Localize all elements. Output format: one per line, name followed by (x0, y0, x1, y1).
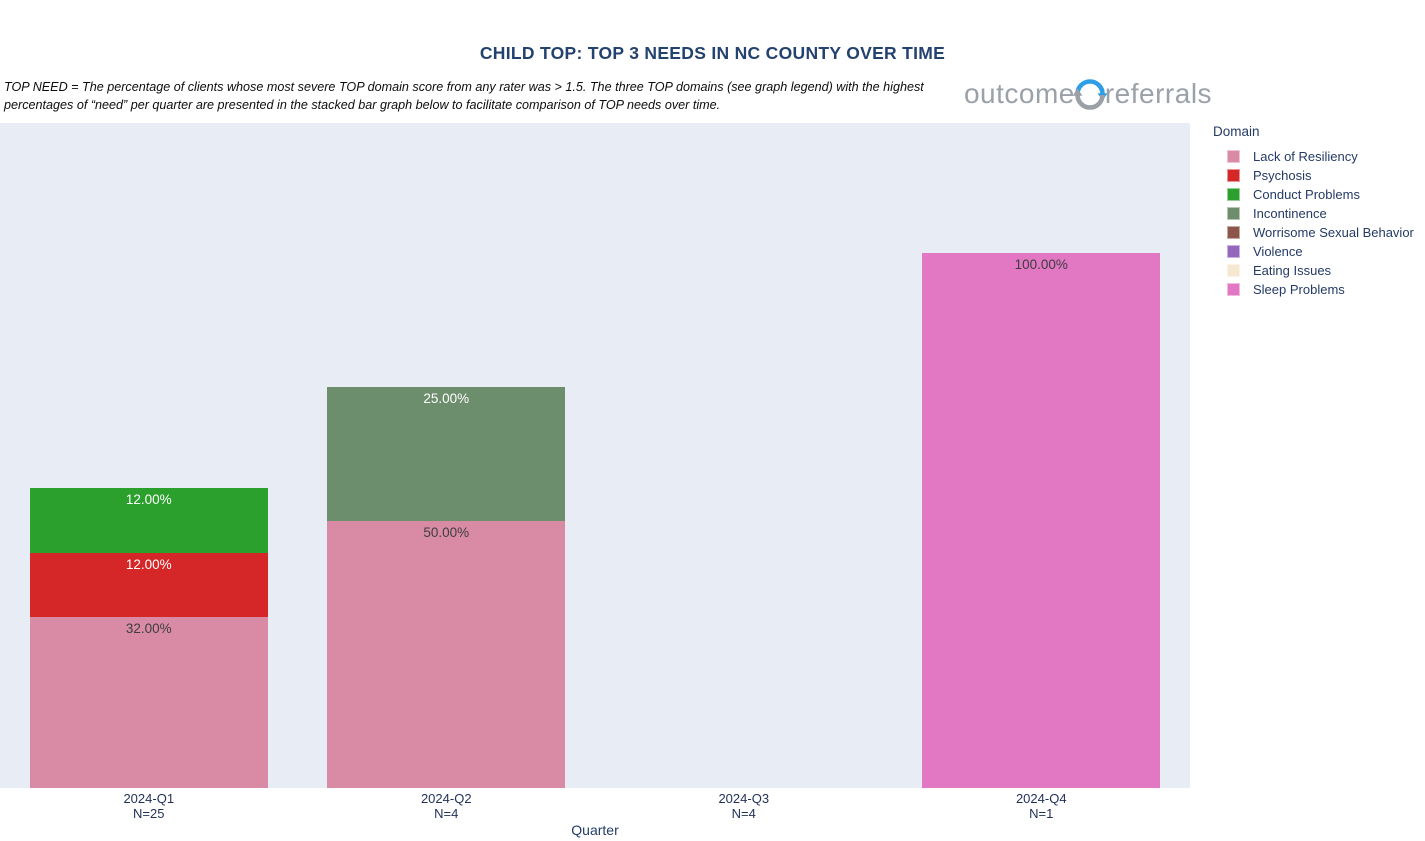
legend-item-label: Lack of Resiliency (1253, 149, 1358, 164)
x-tick-n-label: N=4 (434, 806, 459, 821)
legend-title: Domain (1213, 124, 1260, 139)
segment-2024-q1-lack-of-resiliency: 32.00% (29, 616, 268, 788)
stacked-bar-2024-q4: 100.00% (922, 253, 1161, 788)
x-tick-2024-q1: 2024-Q1 N=25 (0, 791, 298, 821)
legend-item-lack-of-resiliency: Lack of Resiliency (1213, 147, 1425, 166)
legend-item-label: Psychosis (1253, 168, 1312, 183)
legend-item-conduct-problems: Conduct Problems (1213, 185, 1425, 204)
segment-value-label: 32.00% (125, 620, 172, 636)
segment-value-label: 12.00% (125, 492, 172, 508)
segment-value-label: 12.00% (125, 556, 172, 572)
stacked-bar-2024-q1: 32.00% 12.00% 12.00% (29, 488, 268, 788)
legend: Domain Lack of Resiliency Psychosis Conduc… (1213, 124, 1425, 299)
segment-2024-q2-lack-of-resiliency: 50.00% (327, 520, 566, 788)
logo-word-referrals: referrals (1104, 78, 1213, 109)
lack-of-resiliency-swatch (1227, 150, 1240, 163)
segment-2024-q1-psychosis: 12.00% (29, 552, 268, 617)
x-tick-n-label: N=1 (1029, 806, 1054, 821)
outcome-referrals-logo: outcome referrals (964, 74, 1212, 114)
worrisome-sexual-behavior-swatch (1227, 226, 1240, 239)
legend-item-label: Incontinence (1253, 206, 1327, 221)
legend-item-label: Violence (1253, 244, 1303, 259)
legend-item-label: Conduct Problems (1253, 187, 1360, 202)
x-tick-n-label: N=4 (731, 806, 756, 821)
segment-2024-q1-conduct-problems: 12.00% (29, 488, 268, 553)
incontinence-swatch (1227, 207, 1240, 220)
x-tick-quarter-label: 2024-Q3 (718, 791, 770, 806)
legend-item-eating-issues: Eating Issues (1213, 261, 1425, 280)
segment-2024-q2-incontinence: 25.00% (327, 386, 566, 521)
segment-value-label: 25.00% (423, 390, 470, 406)
legend-item-label: Sleep Problems (1253, 282, 1345, 297)
x-tick-2024-q3: 2024-Q3 N=4 (595, 791, 893, 821)
segment-value-label: 50.00% (423, 524, 470, 540)
x-tick-quarter-label: 2024-Q2 (420, 791, 472, 806)
x-tick-2024-q4: 2024-Q4 N=1 (893, 791, 1191, 821)
x-tick-quarter-label: 2024-Q1 (123, 791, 175, 806)
legend-item-incontinence: Incontinence (1213, 204, 1425, 223)
legend-item-sleep-problems: Sleep Problems (1213, 280, 1425, 299)
x-axis-title: Quarter (571, 822, 619, 838)
chart-title: CHILD TOP: TOP 3 NEEDS IN NC COUNTY OVER… (479, 43, 946, 63)
logo-word-outcome: outcome (963, 78, 1075, 109)
legend-item-label: Worrisome Sexual Behavior (1253, 225, 1414, 240)
segment-2024-q4-sleep-problems: 100.00% (922, 253, 1161, 788)
legend-item-violence: Violence (1213, 242, 1425, 261)
plot-area: 32.00% 12.00% 12.00% 50.00% 25.00% 100.00% (0, 123, 1190, 788)
conduct-problems-swatch (1227, 188, 1240, 201)
x-axis: 2024-Q1 N=25 2024-Q2 N=4 2024-Q3 N=4 2024-Q4 N=… (0, 788, 1191, 821)
x-tick-n-label: N=25 (133, 806, 165, 821)
legend-items: Lack of Resiliency Psychosis Conduct Probl… (1213, 147, 1425, 299)
legend-item-worrisome-sexual-behavior: Worrisome Sexual Behavior (1213, 223, 1425, 242)
legend-item-psychosis: Psychosis (1213, 166, 1425, 185)
sleep-problems-swatch (1227, 283, 1240, 296)
psychosis-swatch (1227, 169, 1240, 182)
eating-issues-swatch (1227, 264, 1240, 277)
legend-item-label: Eating Issues (1253, 263, 1332, 278)
violence-swatch (1227, 245, 1240, 258)
circular-arrows-icon (1072, 79, 1108, 110)
segment-value-label: 100.00% (1014, 257, 1068, 273)
x-tick-2024-q2: 2024-Q2 N=4 (298, 791, 596, 821)
stacked-bar-2024-q2: 50.00% 25.00% (327, 386, 566, 788)
x-tick-quarter-label: 2024-Q4 (1015, 791, 1067, 806)
chart-notes: TOP NEED = The percentage of clients who… (4, 80, 924, 112)
